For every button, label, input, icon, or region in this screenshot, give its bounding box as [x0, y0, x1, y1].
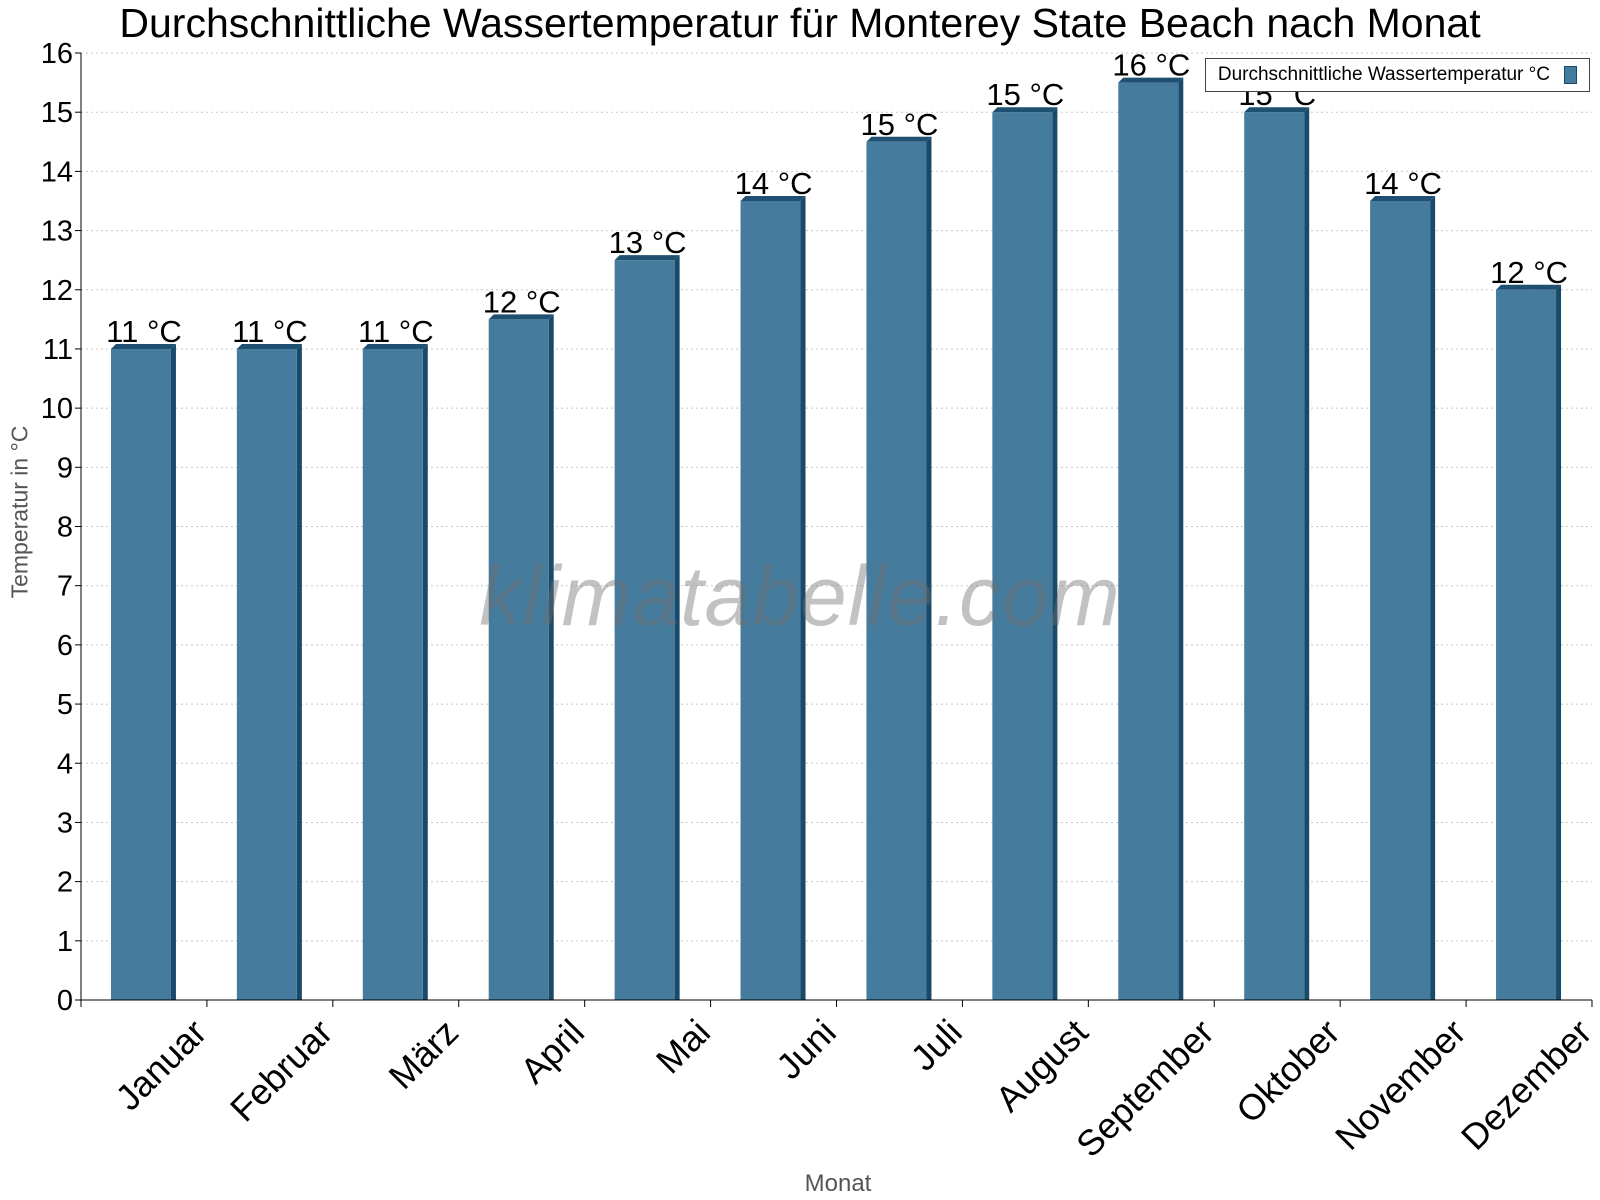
y-tick-label: 9	[57, 452, 73, 484]
bar-top	[236, 343, 302, 349]
y-tick-label: 4	[57, 748, 73, 780]
x-tick-label: Februar	[222, 1011, 340, 1129]
bar-top	[614, 255, 680, 261]
data-label: 14 °C	[735, 166, 813, 201]
bar-side	[674, 255, 680, 1000]
bar-side	[1430, 195, 1436, 1000]
x-tick-label: März	[381, 1011, 467, 1097]
bar-side	[800, 195, 806, 1000]
bar-side	[1304, 107, 1310, 1000]
bar	[614, 260, 675, 1000]
watermark-text: klimatabelle.com	[479, 549, 1121, 643]
bar	[1118, 82, 1179, 1000]
data-label: 15 °C	[861, 107, 939, 142]
y-tick-label: 8	[57, 512, 73, 544]
bar-top	[1244, 107, 1310, 113]
y-tick-label: 11	[43, 334, 73, 366]
x-axis-label: Monat	[804, 1170, 872, 1197]
bar-side	[1556, 284, 1562, 1000]
y-tick-label: 6	[57, 630, 73, 662]
bar	[488, 319, 549, 1000]
y-tick-label: 14	[41, 156, 73, 188]
bar	[992, 112, 1053, 1000]
data-label: 14 °C	[1364, 166, 1442, 201]
x-tick-label: Mai	[648, 1011, 718, 1081]
bar-top	[1370, 195, 1436, 201]
x-tick-label: Oktober	[1228, 1011, 1348, 1131]
x-tick-label: April	[512, 1011, 592, 1091]
bar	[1496, 289, 1557, 1000]
data-label: 12 °C	[1490, 255, 1568, 290]
data-label: 11 °C	[232, 314, 308, 349]
y-tick-label: 5	[57, 689, 73, 721]
bar	[362, 348, 423, 1000]
bar-top	[992, 107, 1058, 113]
bar-top	[110, 343, 176, 349]
data-label: 11 °C	[358, 314, 434, 349]
bar-top	[740, 195, 806, 201]
y-tick-label: 10	[41, 393, 73, 425]
bar-side	[1178, 77, 1184, 1000]
legend-label: Durchschnittliche Wassertemperatur °C	[1217, 64, 1550, 85]
legend: Durchschnittliche Wassertemperatur °C	[1204, 58, 1590, 92]
bar	[866, 141, 927, 1000]
y-tick-label: 3	[57, 807, 73, 839]
x-tick-label: Dezember	[1453, 1011, 1599, 1157]
bar-top	[362, 343, 428, 349]
bar	[740, 200, 801, 1000]
x-tick-label: Juni	[768, 1011, 844, 1087]
legend-swatch	[1564, 66, 1577, 84]
bar-side	[170, 343, 176, 1000]
data-label: 15 °C	[986, 77, 1064, 112]
y-tick-label: 0	[57, 985, 73, 1017]
x-tick-label: November	[1327, 1011, 1473, 1157]
bar-side	[926, 136, 932, 1000]
bar-top	[866, 136, 932, 142]
bar-side	[548, 314, 554, 1000]
bar-top	[1496, 284, 1562, 290]
data-label: 13 °C	[609, 225, 687, 260]
bar	[110, 348, 171, 1000]
x-tick-label: September	[1068, 1011, 1222, 1165]
y-tick-label: 16	[41, 38, 73, 70]
bars	[110, 77, 1562, 1000]
bar	[1370, 200, 1431, 1000]
y-tick-label: 15	[41, 97, 73, 129]
x-tick-label: Juli	[903, 1011, 970, 1078]
data-label: 11 °C	[106, 314, 182, 349]
y-tick-label: 2	[57, 867, 73, 899]
bar	[236, 348, 297, 1000]
y-tick-label: 12	[41, 275, 73, 307]
bar-side	[1052, 107, 1058, 1000]
bar-side	[296, 343, 302, 1000]
chart-title: Durchschnittliche Wassertemperatur für M…	[119, 0, 1481, 46]
x-tick-label: August	[987, 1011, 1095, 1119]
y-tick-label: 7	[57, 571, 73, 603]
data-label: 16 °C	[1112, 48, 1190, 83]
bar-top	[1118, 77, 1184, 83]
bar-top	[488, 314, 554, 320]
y-tick-label: 13	[41, 216, 73, 248]
data-labels: 11 °C 11 °C 11 °C 12 °C 13 °C 14 °C 15 °C 15 °C…	[106, 48, 1568, 349]
bar-side	[422, 343, 428, 1000]
data-label: 12 °C	[483, 284, 561, 319]
y-tick-label: 1	[57, 926, 73, 958]
bar	[1244, 112, 1305, 1000]
grid-lines	[81, 52, 1592, 942]
x-tick-label: Januar	[107, 1011, 214, 1118]
